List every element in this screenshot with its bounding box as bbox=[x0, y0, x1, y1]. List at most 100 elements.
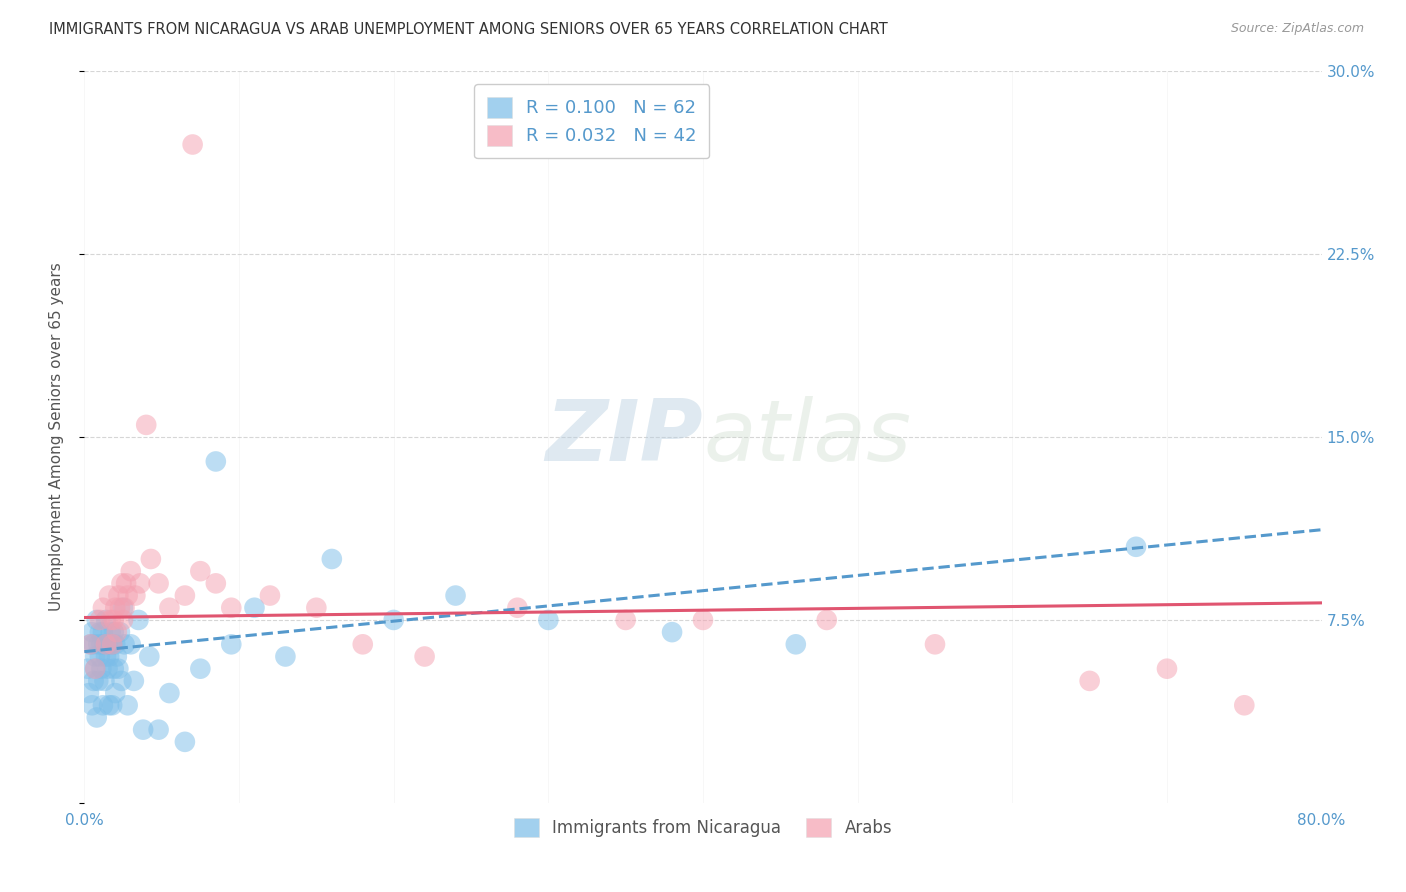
Point bbox=[661, 625, 683, 640]
Point bbox=[104, 600, 127, 615]
Point bbox=[84, 662, 107, 676]
Point bbox=[138, 649, 160, 664]
Point bbox=[785, 637, 807, 651]
Point bbox=[84, 649, 107, 664]
Point bbox=[110, 576, 132, 591]
Point bbox=[1078, 673, 1101, 688]
Point bbox=[117, 589, 139, 603]
Point bbox=[90, 637, 112, 651]
Point bbox=[79, 637, 101, 651]
Point bbox=[83, 673, 105, 688]
Text: Source: ZipAtlas.com: Source: ZipAtlas.com bbox=[1230, 22, 1364, 36]
Point bbox=[94, 637, 117, 651]
Point bbox=[352, 637, 374, 651]
Point bbox=[120, 564, 142, 578]
Point bbox=[100, 613, 122, 627]
Point bbox=[506, 600, 529, 615]
Point bbox=[112, 600, 135, 615]
Point bbox=[274, 649, 297, 664]
Point bbox=[614, 613, 637, 627]
Point bbox=[101, 637, 124, 651]
Point bbox=[98, 589, 121, 603]
Point bbox=[219, 637, 242, 651]
Point bbox=[105, 625, 128, 640]
Point bbox=[181, 137, 204, 152]
Point bbox=[122, 673, 145, 688]
Point bbox=[692, 613, 714, 627]
Point bbox=[90, 662, 112, 676]
Point bbox=[148, 723, 170, 737]
Point bbox=[127, 613, 149, 627]
Point bbox=[89, 649, 111, 664]
Point bbox=[104, 637, 127, 651]
Point bbox=[108, 600, 131, 615]
Point bbox=[108, 625, 131, 640]
Point bbox=[84, 662, 107, 676]
Point bbox=[148, 576, 170, 591]
Point bbox=[135, 417, 157, 432]
Point bbox=[110, 673, 132, 688]
Point bbox=[96, 662, 118, 676]
Point bbox=[174, 735, 197, 749]
Text: atlas: atlas bbox=[703, 395, 911, 479]
Point bbox=[112, 613, 135, 627]
Point bbox=[321, 552, 343, 566]
Point bbox=[101, 637, 124, 651]
Point bbox=[89, 613, 111, 627]
Point bbox=[259, 589, 281, 603]
Point bbox=[107, 589, 129, 603]
Point bbox=[243, 600, 266, 615]
Point bbox=[105, 649, 128, 664]
Point bbox=[132, 723, 155, 737]
Point bbox=[103, 613, 125, 627]
Point bbox=[219, 600, 242, 615]
Point bbox=[815, 613, 838, 627]
Point bbox=[205, 576, 228, 591]
Point bbox=[444, 589, 467, 603]
Point bbox=[93, 637, 115, 651]
Point bbox=[94, 613, 117, 627]
Point bbox=[91, 600, 114, 615]
Point bbox=[129, 576, 152, 591]
Point bbox=[205, 454, 228, 468]
Point bbox=[188, 564, 211, 578]
Point bbox=[159, 600, 180, 615]
Point bbox=[98, 698, 121, 713]
Point bbox=[91, 698, 114, 713]
Point bbox=[100, 625, 122, 640]
Y-axis label: Unemployment Among Seniors over 65 years: Unemployment Among Seniors over 65 years bbox=[49, 263, 63, 611]
Point bbox=[537, 613, 560, 627]
Point bbox=[1125, 540, 1147, 554]
Point bbox=[1233, 698, 1256, 713]
Point bbox=[77, 686, 100, 700]
Point bbox=[114, 637, 136, 651]
Point bbox=[413, 649, 436, 664]
Legend: Immigrants from Nicaragua, Arabs: Immigrants from Nicaragua, Arabs bbox=[506, 810, 900, 846]
Point bbox=[120, 637, 142, 651]
Point bbox=[101, 698, 124, 713]
Point bbox=[382, 613, 405, 627]
Point bbox=[924, 637, 946, 651]
Point bbox=[89, 625, 111, 640]
Point bbox=[76, 662, 98, 676]
Point bbox=[82, 625, 104, 640]
Point bbox=[115, 576, 138, 591]
Point bbox=[82, 698, 104, 713]
Point bbox=[305, 600, 328, 615]
Point bbox=[100, 637, 122, 651]
Point bbox=[87, 637, 110, 651]
Text: IMMIGRANTS FROM NICARAGUA VS ARAB UNEMPLOYMENT AMONG SENIORS OVER 65 YEARS CORRE: IMMIGRANTS FROM NICARAGUA VS ARAB UNEMPL… bbox=[49, 22, 889, 37]
Point bbox=[188, 662, 211, 676]
Point bbox=[83, 637, 105, 651]
Point bbox=[103, 625, 125, 640]
Point bbox=[91, 625, 114, 640]
Point bbox=[174, 589, 197, 603]
Point bbox=[98, 649, 121, 664]
Point bbox=[86, 710, 108, 724]
Point bbox=[107, 662, 129, 676]
Point bbox=[139, 552, 162, 566]
Point bbox=[114, 600, 136, 615]
Point bbox=[124, 589, 146, 603]
Point bbox=[1156, 662, 1178, 676]
Point bbox=[159, 686, 180, 700]
